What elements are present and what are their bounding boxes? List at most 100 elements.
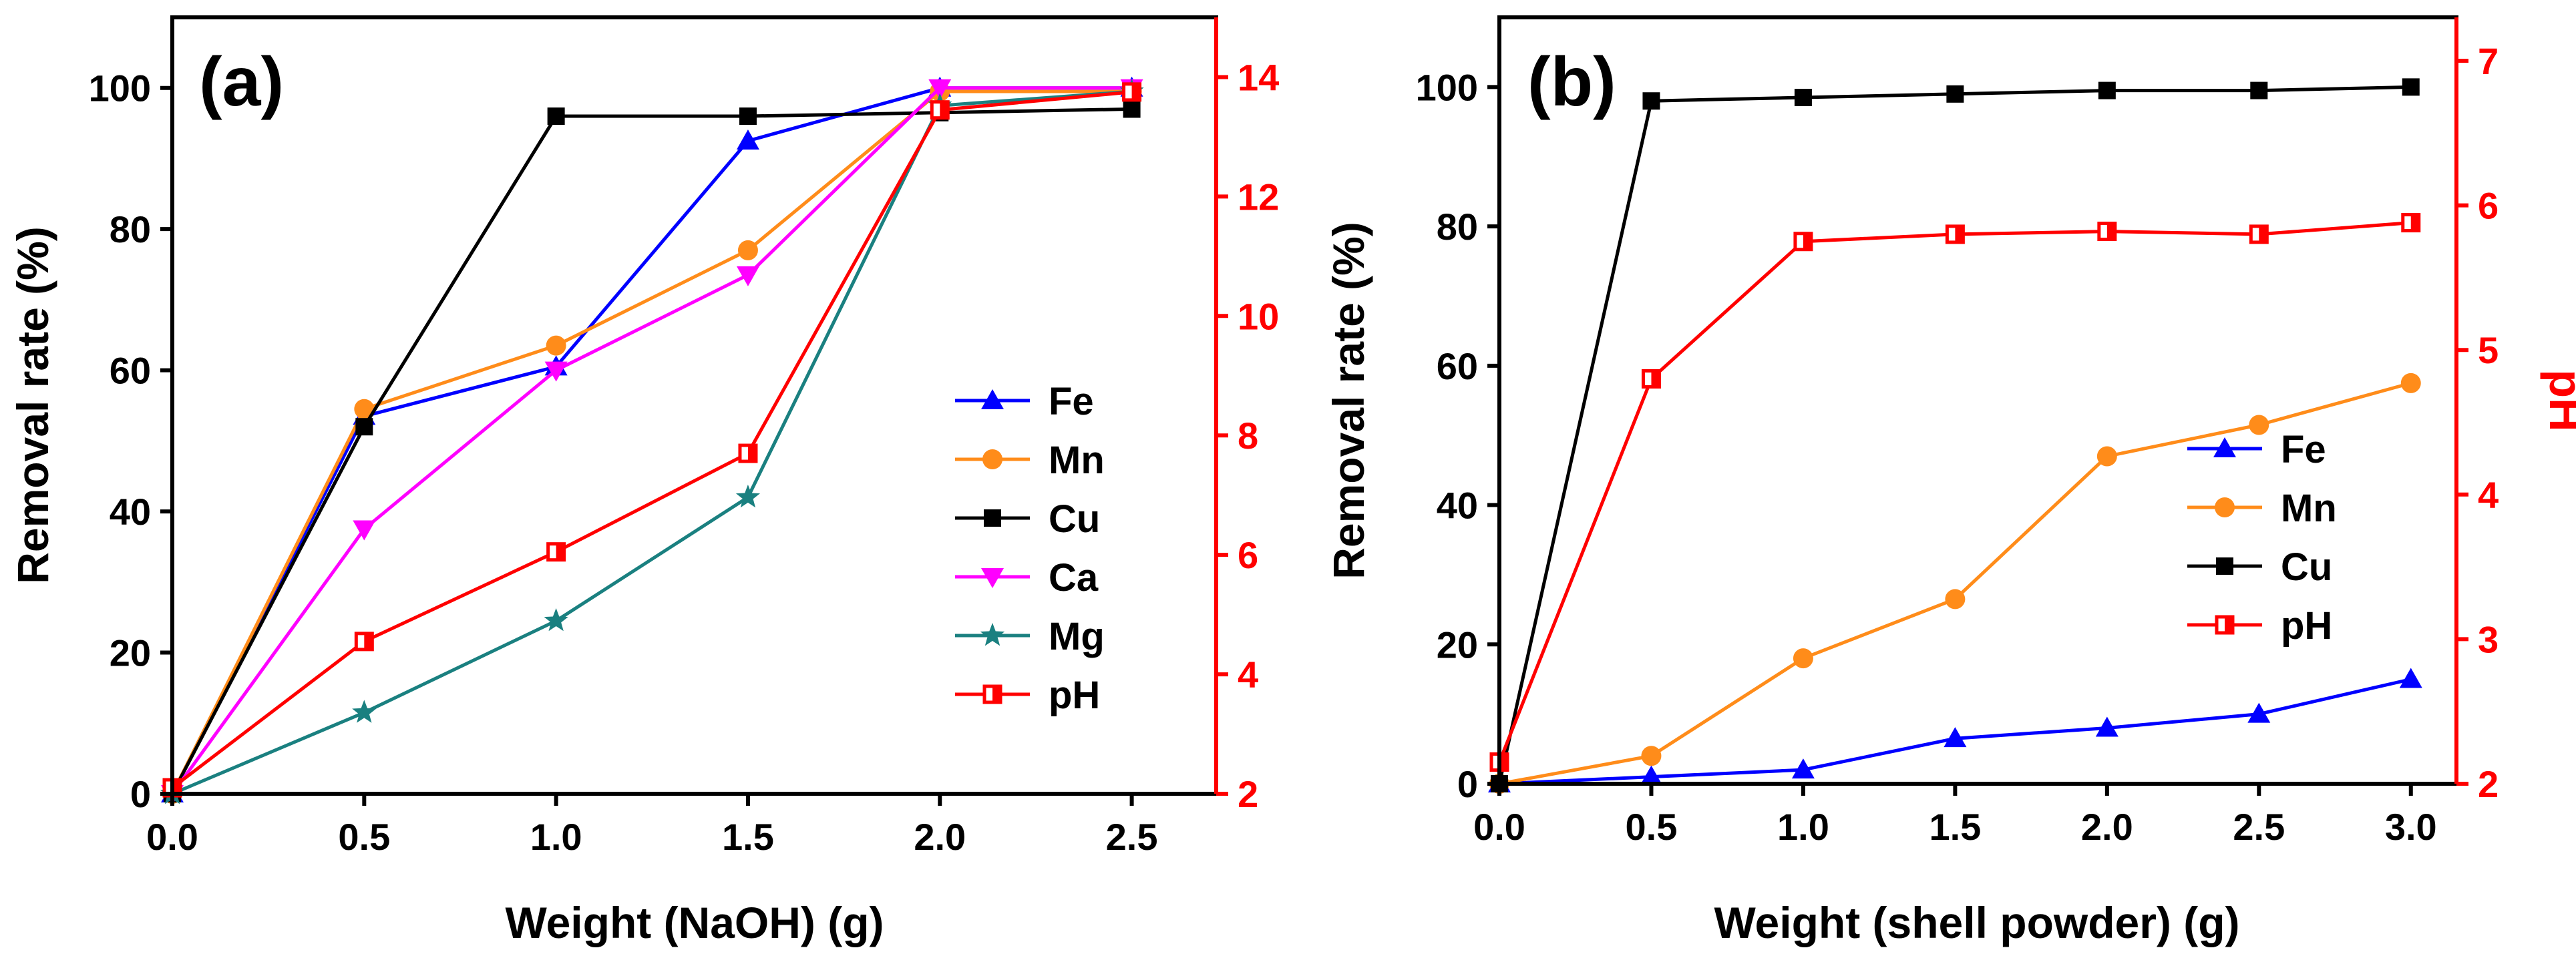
y-tick-label-b: 40	[1437, 485, 1478, 527]
y2-tick-label-a: 2	[1238, 773, 1258, 815]
point-cu-b	[2402, 78, 2420, 96]
y-tick-label-a: 0	[130, 773, 151, 815]
y-tick-label-b: 0	[1457, 763, 1478, 805]
point-mn-a	[354, 399, 375, 419]
legend-marker-mn-a	[982, 449, 1002, 469]
legend-marker-mg-a	[980, 623, 1005, 646]
point-fe-b	[2399, 668, 2422, 688]
chart-panel-b: 0.0 0.5 1.0 1.5 2.0 2.5 3.0 0 20 40 60 80 100 2 3 4 5 6…	[1324, 15, 2576, 947]
x-tick-label-a: 2.0	[914, 816, 966, 858]
point-ph-a	[738, 443, 758, 463]
point-mg-a	[735, 484, 760, 508]
series-line-mn-a	[170, 89, 1132, 795]
point-mn-b	[1641, 746, 1662, 766]
legend-marker-ca-a	[981, 568, 1004, 588]
legend-label-mg-a: Mg	[1049, 615, 1105, 658]
series-line-ca-a	[170, 86, 1132, 795]
y-tick-label-a: 60	[110, 350, 151, 392]
point-ph-b	[1793, 232, 1813, 252]
y-tick-label-a: 40	[110, 491, 151, 533]
x-axis-a: 0.0 0.5 1.0 1.5 2.0 2.5	[146, 794, 1158, 858]
x-axis-title-a: Weight (NaOH) (g)	[505, 898, 884, 947]
y-tick-label-b: 80	[1437, 206, 1478, 248]
x-axis-b: 0.0 0.5 1.0 1.5 2.0 2.5 3.0	[1473, 784, 2437, 848]
legend-label-fe-a: Fe	[1049, 380, 1094, 423]
panel-label-b: (b)	[1527, 43, 1616, 121]
point-cu-b	[1946, 85, 1964, 103]
y2-tick-label-a: 4	[1238, 654, 1258, 696]
point-mn-b	[1945, 589, 1966, 610]
x-tick-label-b: 0.5	[1626, 806, 1678, 848]
y2-tick-label-b: 2	[2478, 763, 2499, 805]
legend-marker-ph-a	[982, 684, 1002, 704]
point-cu-b	[2098, 81, 2116, 99]
y-axis-right-b: 2 3 4 5 6 7	[2456, 40, 2499, 805]
point-ph-a	[1122, 82, 1142, 102]
point-fe-b	[1640, 765, 1663, 786]
legend-label-ca-a: Ca	[1049, 556, 1099, 599]
point-cu-b	[1794, 89, 1812, 107]
legend-a: Fe Mn Cu Ca Mg pH	[955, 380, 1105, 717]
x-tick-label-b: 0.0	[1473, 806, 1525, 848]
y2-tick-label-a: 14	[1238, 56, 1279, 98]
point-ca-a	[736, 266, 759, 286]
point-mn-b	[1793, 648, 1813, 669]
point-cu-a	[355, 418, 373, 436]
point-mg-a	[544, 608, 568, 632]
point-cu-a	[739, 107, 757, 126]
x-tick-label-a: 2.5	[1106, 816, 1158, 858]
point-ph-b	[1945, 224, 1965, 244]
y-tick-label-b: 20	[1437, 624, 1478, 666]
x-tick-label-a: 0.5	[338, 816, 390, 858]
y2-axis-title-b: pH	[2540, 369, 2576, 431]
point-mn-a	[737, 240, 758, 260]
legend-b: Fe Mn Cu pH	[2187, 428, 2337, 648]
y2-tick-label-a: 10	[1238, 295, 1279, 337]
point-ph-a	[930, 100, 950, 120]
panel-label-a: (a)	[199, 43, 284, 121]
point-ph-a	[546, 542, 566, 562]
x-axis-title-b: Weight (shell powder) (g)	[1714, 898, 2239, 947]
point-ca-a	[928, 79, 952, 99]
point-mn-b	[2249, 415, 2269, 435]
y-tick-label-b: 100	[1416, 66, 1478, 108]
point-fe-a	[736, 130, 759, 150]
y-axis-title-a: Removal rate (%)	[8, 226, 57, 584]
legend-label-cu-a: Cu	[1049, 497, 1100, 541]
y-axis-left-b: 0 20 40 60 80 100	[1416, 66, 1499, 805]
point-cu-a	[547, 107, 565, 126]
series-line-ph-a	[171, 90, 1132, 790]
legend-label-ph-b: pH	[2281, 604, 2332, 648]
x-tick-label-a: 1.5	[722, 816, 774, 858]
legend-marker-fe-a	[981, 389, 1004, 409]
x-tick-label-b: 3.0	[2385, 806, 2437, 848]
point-fe-b	[2095, 716, 2119, 737]
y2-tick-label-b: 7	[2478, 40, 2499, 82]
point-ph-b	[2401, 213, 2421, 233]
chart-panel-a: 0.0 0.5 1.0 1.5 2.0 2.5 0 20 40 60 80 100 2 4 6 8 10 12…	[8, 15, 1279, 947]
y-tick-label-a: 100	[89, 67, 151, 109]
point-mn-a	[546, 335, 566, 356]
point-fe-b	[2247, 702, 2271, 723]
point-mn-b	[2400, 373, 2421, 393]
y2-tick-label-a: 8	[1238, 415, 1258, 457]
x-tick-label-a: 0.0	[146, 816, 198, 858]
y2-tick-label-b: 4	[2478, 474, 2499, 516]
y2-tick-label-b: 5	[2478, 329, 2499, 371]
y2-tick-label-b: 6	[2478, 185, 2499, 227]
x-tick-label-b: 2.5	[2233, 806, 2285, 848]
legend-marker-cu-a	[984, 509, 1001, 527]
point-mn-b	[2096, 446, 2117, 467]
point-ca-a	[544, 361, 568, 382]
y2-tick-label-a: 12	[1238, 176, 1279, 218]
point-cu-b	[2250, 81, 2268, 99]
legend-label-fe-b: Fe	[2281, 428, 2326, 471]
y2-tick-label-b: 3	[2478, 618, 2499, 660]
point-ph-b	[1641, 369, 1661, 389]
legend-label-ph-a: pH	[1049, 674, 1100, 717]
y2-tick-label-a: 6	[1238, 534, 1258, 576]
y-axis-title-b: Removal rate (%)	[1324, 222, 1373, 579]
legend-label-mn-b: Mn	[2281, 487, 2337, 530]
legend-marker-fe-b	[2213, 437, 2236, 457]
y-tick-label-a: 20	[110, 632, 151, 674]
